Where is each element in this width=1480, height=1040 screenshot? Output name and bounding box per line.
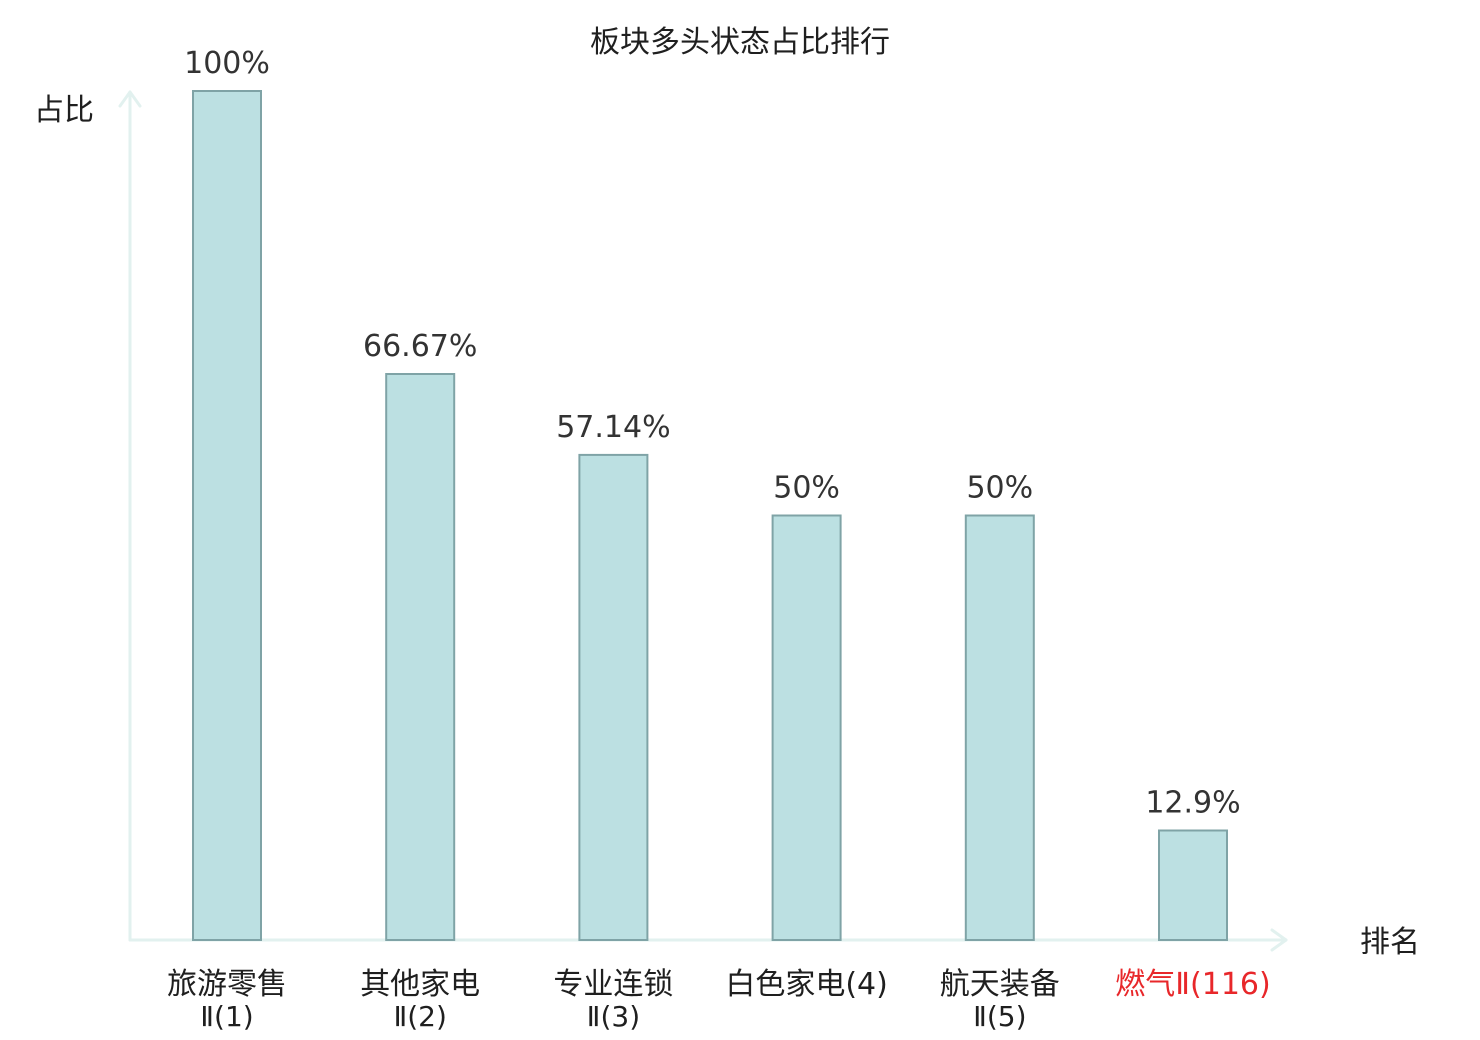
- x-axis-arrow-icon: [1270, 928, 1288, 952]
- bar-value-label-4: 50%: [773, 471, 840, 506]
- bar-6: [1158, 829, 1228, 941]
- bar-2: [385, 373, 456, 941]
- bar-value-label-3: 57.14%: [556, 410, 670, 445]
- bar-value-label-2: 66.67%: [363, 329, 477, 364]
- x-tick-label-5: 航天装备: [940, 967, 1060, 1002]
- x-axis-label: 排名: [1360, 925, 1420, 960]
- x-tick-sublabel-1: Ⅱ(1): [200, 1000, 253, 1033]
- bar-value-label-1: 100%: [184, 46, 270, 81]
- x-tick-label-3: 专业连锁: [553, 967, 673, 1002]
- y-axis-label: 占比: [34, 93, 94, 128]
- bar-value-label-6: 12.9%: [1145, 786, 1240, 821]
- axes: [118, 90, 1288, 952]
- bar-3: [578, 453, 649, 941]
- chart-title: 板块多头状态占比排行: [590, 25, 890, 60]
- bar-value-label-5: 50%: [966, 471, 1033, 506]
- x-tick-label-6: 燃气Ⅱ(116): [1115, 967, 1270, 1002]
- bar-4: [771, 514, 842, 941]
- value-labels-group: 100% 66.67% 57.14% 50% 50% 12.9%: [184, 46, 1241, 821]
- bar-1: [192, 90, 262, 941]
- x-tick-sublabel-5: Ⅱ(5): [973, 1000, 1026, 1033]
- y-axis-arrow-icon: [118, 90, 142, 108]
- x-tick-sublabel-2: Ⅱ(2): [393, 1000, 446, 1033]
- bars-group: [192, 90, 1228, 941]
- x-tick-label-1: 旅游零售: [167, 967, 287, 1002]
- x-tick-sublabel-3: Ⅱ(3): [587, 1000, 640, 1033]
- x-tick-label-4: 白色家电(4): [725, 967, 888, 1002]
- bar-5: [964, 514, 1035, 941]
- x-tick-label-2: 其他家电: [360, 967, 480, 1002]
